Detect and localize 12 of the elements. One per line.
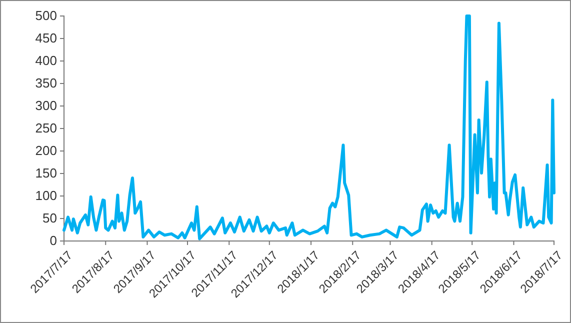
y-tick-label: 350 — [35, 76, 57, 91]
y-tick-label: 500 — [35, 8, 57, 24]
y-tick-label: 300 — [35, 98, 57, 114]
y-tick-label: 0 — [50, 233, 57, 248]
y-tick-label: 450 — [35, 30, 57, 46]
line-series — [62, 14, 556, 240]
y-tick-label: 150 — [35, 166, 57, 181]
y-tick-label: 50 — [42, 210, 57, 226]
y-tick-label: 100 — [35, 188, 57, 204]
y-tick-label: 400 — [35, 53, 57, 68]
y-tick-label: 200 — [35, 143, 57, 158]
y-tick-label: 250 — [35, 120, 57, 136]
